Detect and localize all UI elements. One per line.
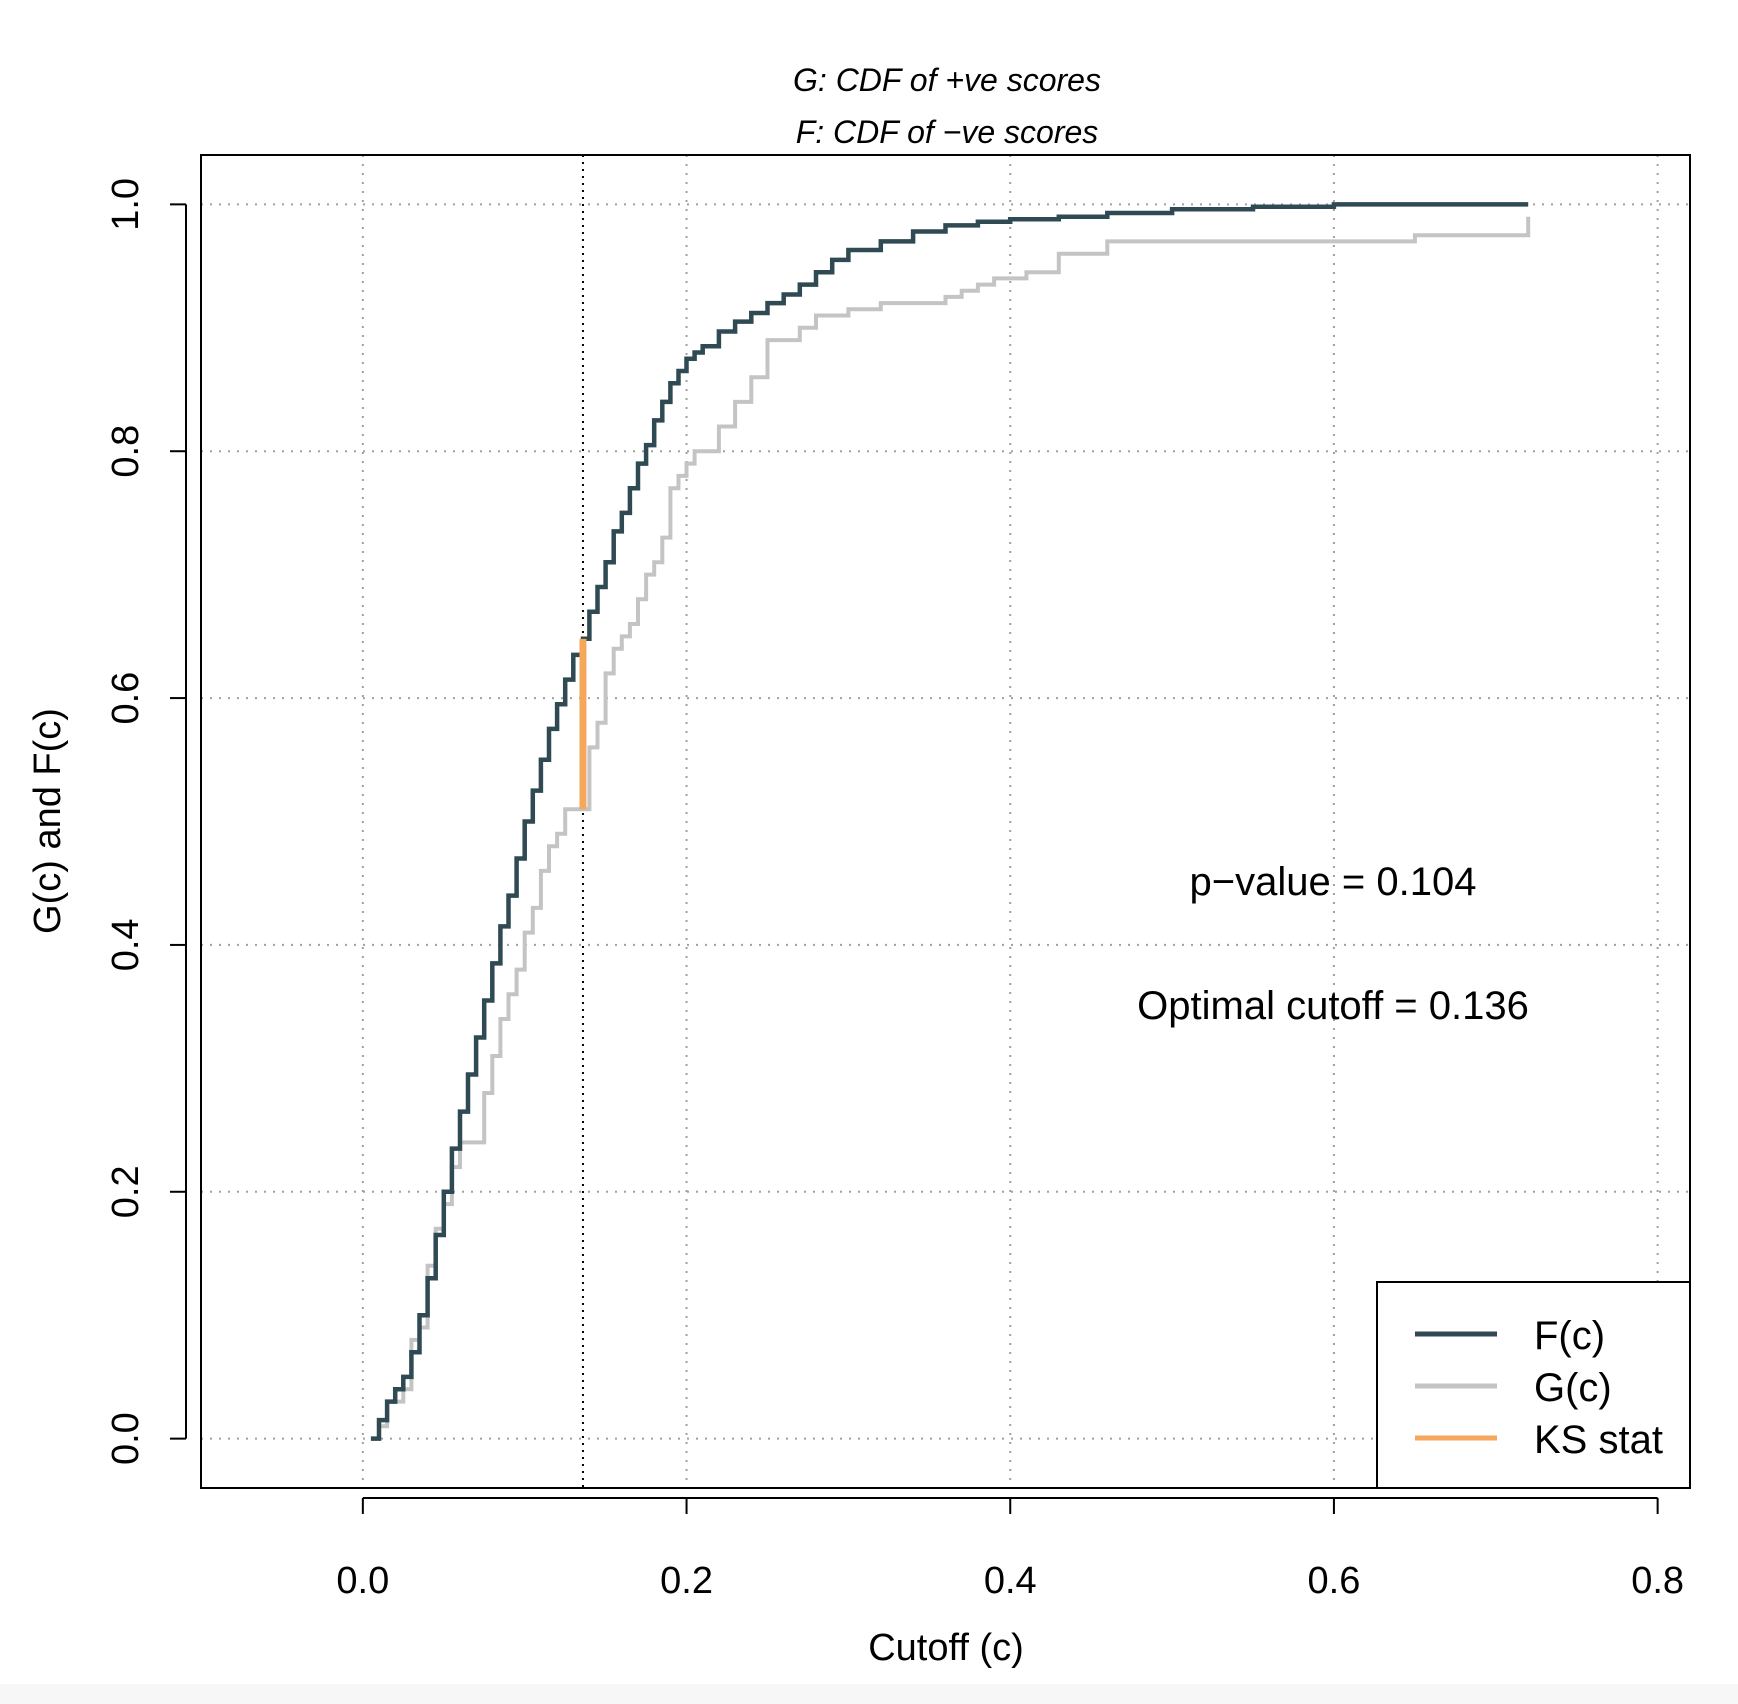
- series-line-gc: [370, 216, 1531, 1441]
- x-tick-label-2: 0.4: [984, 1560, 1037, 1602]
- x-tick-label-3: 0.6: [1308, 1560, 1361, 1602]
- y-tick-label-2: 0.4: [105, 918, 147, 971]
- x-tick-label-4: 0.8: [1631, 1560, 1684, 1602]
- optimal-cutoff-annotation: Optimal cutoff = 0.136: [1137, 984, 1529, 1028]
- legend-label-f: F(c): [1534, 1314, 1605, 1358]
- series-layer: [370, 155, 1531, 1488]
- bottom-strip: [0, 1684, 1738, 1704]
- legend: F(c) G(c) KS stat: [1376, 1281, 1691, 1489]
- x-tick-label-0: 0.0: [336, 1560, 389, 1602]
- y-tick-label-3: 0.6: [105, 672, 147, 725]
- y-axis-title: G(c) and F(c): [27, 708, 69, 934]
- y-tick-label-4: 0.8: [105, 425, 147, 478]
- p-value-annotation: p−value = 0.104: [1190, 860, 1477, 904]
- y-tick-label-5: 1.0: [105, 178, 147, 231]
- x-tick-label-1: 0.2: [660, 1560, 713, 1602]
- axes: 0.0 0.2 0.4 0.6 0.8 0.0 0.2 0.4 0.6 0.8 1.0: [105, 178, 1684, 1602]
- series-line-fc: [370, 202, 1529, 1441]
- plot-border: [200, 154, 1691, 1489]
- chart-subtitle-line-1: G: CDF of +ve scores: [793, 62, 1101, 98]
- y-tick-label-0: 0.0: [105, 1412, 147, 1465]
- chart-subtitle-line-2: F: CDF of −ve scores: [796, 114, 1099, 150]
- legend-label-g: G(c): [1534, 1366, 1612, 1410]
- legend-label-ks: KS stat: [1534, 1418, 1663, 1462]
- grid: [201, 155, 1690, 1488]
- x-axis-title: Cutoff (c): [868, 1627, 1024, 1669]
- y-tick-label-1: 0.2: [105, 1165, 147, 1218]
